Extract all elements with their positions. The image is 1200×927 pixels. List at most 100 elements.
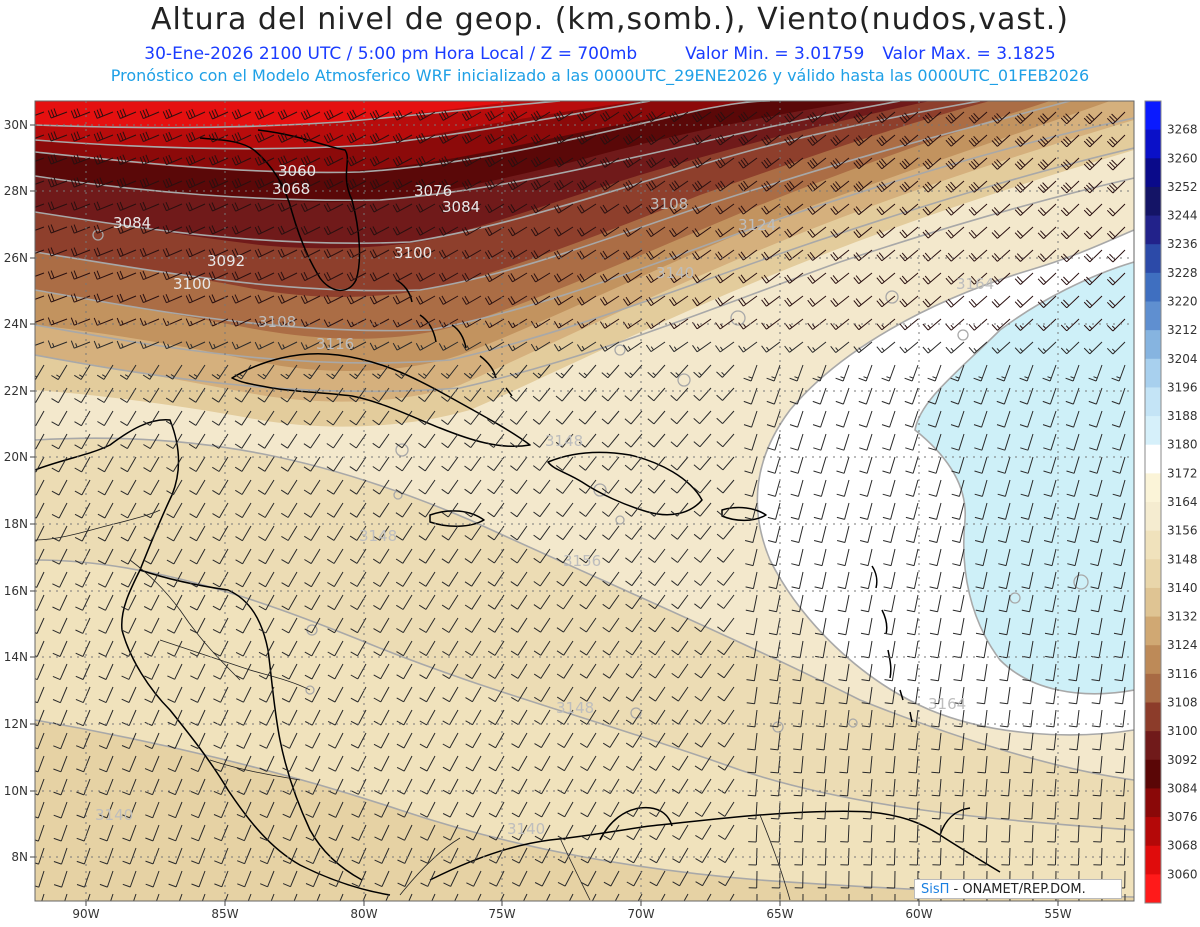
wind-barb [670, 502, 689, 517]
wind-barb [454, 893, 459, 901]
wind-barb [974, 433, 988, 451]
wind-barb [96, 364, 114, 380]
wind-barb [185, 108, 206, 120]
wind-barb [145, 870, 160, 888]
wind-barb [277, 318, 298, 327]
wind-barb [191, 847, 206, 865]
wind-barb [1068, 709, 1080, 728]
wind-barb [784, 272, 804, 284]
wind-barb [1106, 226, 1126, 240]
wind-barb [1112, 456, 1126, 474]
wind-barb [51, 525, 68, 542]
wind-barb [212, 640, 229, 657]
wind-barb [553, 203, 574, 214]
wind-barb [488, 732, 505, 749]
wind-barb [1089, 525, 1103, 543]
wind-barb [257, 456, 275, 472]
lon-label: 85W [211, 907, 238, 921]
wind-barb [813, 456, 827, 474]
wind-barb [442, 801, 459, 818]
wind-barb [282, 824, 298, 842]
wind-barb [231, 294, 252, 304]
wind-barb [922, 157, 942, 170]
wind-barb [282, 778, 298, 795]
wind-barb [1014, 318, 1034, 331]
wind-barb [254, 271, 275, 281]
wind-barb [626, 870, 643, 887]
wind-barb [853, 134, 873, 147]
wind-barb [303, 364, 321, 380]
wind-barb [35, 824, 45, 842]
wind-barb [789, 410, 804, 428]
wind-barb [968, 249, 988, 262]
wind-barb [991, 341, 1011, 354]
wind-barb [578, 433, 597, 448]
wind-barb [761, 341, 781, 353]
wind-barb [488, 847, 505, 864]
wind-barb [277, 178, 298, 189]
wind-barb [120, 571, 137, 588]
contour-label: 3140 [507, 820, 545, 838]
wind-barb [1088, 364, 1103, 382]
wind-barb [1037, 157, 1057, 170]
contour-label: 3100 [173, 275, 211, 293]
wind-barb [76, 847, 91, 865]
wind-barb [817, 870, 827, 889]
wind-barb [372, 387, 390, 403]
wind-barb [807, 157, 827, 169]
wind-barb [254, 318, 275, 327]
wind-barb [694, 686, 712, 702]
wind-barb [1089, 433, 1103, 451]
wind-barb [441, 594, 459, 610]
wind-barb [1000, 732, 1011, 751]
wind-barb [812, 410, 827, 428]
wind-barb [886, 870, 896, 889]
wind-barb [350, 709, 367, 726]
wind-barb [346, 132, 367, 144]
wind-barb [645, 134, 666, 146]
wind-barb [35, 456, 45, 473]
wind-barb [254, 132, 275, 143]
wind-barb [369, 132, 390, 144]
wind-barb [419, 663, 436, 680]
longitude-ticks [85, 901, 1059, 906]
wind-barb [1069, 778, 1080, 797]
wind-barb [122, 847, 137, 865]
wind-barb [76, 801, 91, 819]
wind-barb [853, 111, 873, 124]
wind-barb [35, 410, 45, 427]
wind-barb [419, 709, 436, 726]
wind-barb [555, 364, 574, 379]
wind-barb [830, 111, 850, 123]
wind-barb [304, 571, 321, 588]
wind-barb [1060, 226, 1080, 240]
wind-barb [51, 364, 68, 381]
wind-barb [35, 479, 45, 496]
wind-barb [747, 732, 758, 751]
wind-barb [419, 617, 436, 633]
wind-barb [190, 709, 206, 726]
wind-barb [1106, 111, 1126, 125]
wind-barb [905, 502, 919, 520]
wind-barb [116, 224, 137, 234]
wind-barb [51, 433, 68, 450]
wind-barb [234, 410, 252, 426]
wind-barb [1037, 341, 1057, 354]
wind-barb [166, 456, 183, 473]
wind-barb [350, 594, 367, 611]
wind-barb [602, 571, 620, 587]
wind-barb [830, 134, 850, 146]
wind-barb [853, 318, 873, 331]
wind-barb [791, 594, 804, 613]
wind-barb [807, 341, 827, 353]
wind-barb [35, 157, 45, 162]
wind-barb [190, 755, 206, 773]
wind-barb [231, 271, 252, 281]
wind-barb [392, 226, 413, 236]
wind-barb [237, 847, 252, 865]
wind-barb [438, 249, 459, 259]
colorbar-swatch [1145, 559, 1161, 589]
wind-barb [579, 502, 597, 517]
wind-barb [373, 755, 390, 772]
wind-barb [954, 755, 965, 774]
